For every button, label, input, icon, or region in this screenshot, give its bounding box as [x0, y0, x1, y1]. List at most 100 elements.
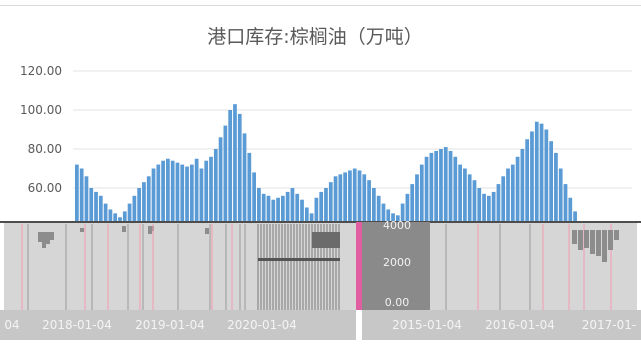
bar [156, 164, 161, 224]
bar [98, 195, 103, 224]
bar [228, 110, 233, 224]
bar [94, 191, 98, 224]
y-tick-label: 60.00 [28, 181, 62, 195]
bar [467, 174, 472, 224]
bar [348, 170, 352, 224]
bar [324, 188, 328, 224]
bar [170, 160, 175, 224]
bar [510, 164, 515, 224]
bar [118, 217, 122, 224]
bar [290, 188, 295, 224]
bar [563, 184, 568, 224]
bar [223, 125, 228, 224]
bar [271, 199, 276, 224]
bar [199, 168, 204, 224]
bar [142, 182, 146, 224]
bar [357, 170, 362, 224]
bar [137, 188, 142, 224]
bar [415, 174, 419, 224]
bar [314, 197, 319, 224]
bar [362, 174, 367, 224]
bar [372, 188, 376, 224]
bar [237, 113, 242, 224]
x-tick-label: 2015-01-04 [392, 318, 462, 332]
bar [122, 211, 127, 224]
overlay-spike [608, 230, 613, 250]
bar [429, 152, 434, 224]
bar [89, 188, 94, 224]
bar [204, 160, 209, 224]
bar [209, 156, 213, 224]
bar [405, 193, 410, 224]
overlay-spike [602, 230, 607, 262]
bar [242, 133, 247, 224]
y-axis-tick-labels: 120.00 100.00 80.00 60.00 [20, 64, 62, 195]
overlay-spike [80, 228, 84, 232]
bar [266, 195, 271, 224]
bar [424, 156, 429, 224]
bar [180, 164, 185, 224]
bar [486, 195, 491, 224]
bar [84, 176, 89, 224]
bar [419, 164, 424, 224]
bar [534, 121, 539, 224]
bar [338, 174, 343, 224]
inner-panel [362, 222, 430, 312]
bar [458, 164, 462, 224]
bar [410, 184, 415, 224]
bar [75, 164, 79, 224]
bar [108, 209, 113, 224]
bar [395, 215, 400, 224]
x-tick-label: 04 [4, 318, 19, 332]
x-tick-label: 2020-01-04 [227, 318, 297, 332]
bar [343, 172, 348, 224]
bar [132, 195, 137, 224]
bar [386, 209, 391, 224]
bar [448, 150, 453, 224]
bar [367, 180, 371, 224]
bar [539, 123, 544, 224]
x-tick-label: 2017-01- [582, 318, 636, 332]
bar [463, 168, 467, 224]
bar [175, 162, 180, 224]
x-tick-label: 2018-01-04 [42, 318, 112, 332]
bar [439, 149, 443, 224]
overlay-spike [38, 232, 42, 242]
bar [146, 176, 151, 224]
bar [285, 191, 290, 224]
bar [544, 129, 549, 224]
inner-y-tick-label: 4000 [383, 219, 411, 232]
bar [185, 166, 189, 224]
bar [549, 141, 553, 224]
x-axis-band-left [0, 310, 356, 340]
bar [554, 152, 558, 224]
bar [300, 199, 304, 224]
bar [161, 160, 165, 224]
white-gap [356, 310, 362, 345]
y-tick-label: 80.00 [28, 142, 62, 156]
overlay-spike [50, 232, 54, 240]
bar [189, 164, 194, 224]
bar [501, 176, 506, 224]
bar [453, 156, 458, 224]
hatch-band [258, 258, 340, 261]
x-tick-label: 2019-01-04 [135, 318, 205, 332]
bar [280, 195, 285, 224]
magenta-strip [356, 222, 362, 312]
bar [261, 193, 266, 224]
overlay-spike [150, 226, 154, 231]
inner-y-tick-label: 0.00 [385, 296, 410, 309]
bar [233, 104, 237, 224]
bar [376, 195, 381, 224]
bar [103, 203, 108, 224]
bar [568, 197, 573, 224]
overlay-spike [42, 232, 46, 248]
bar [295, 193, 300, 224]
bar [558, 168, 563, 224]
bar-series [75, 104, 577, 224]
bottom-strip [0, 340, 641, 345]
bar [151, 168, 156, 224]
bar [352, 168, 357, 224]
